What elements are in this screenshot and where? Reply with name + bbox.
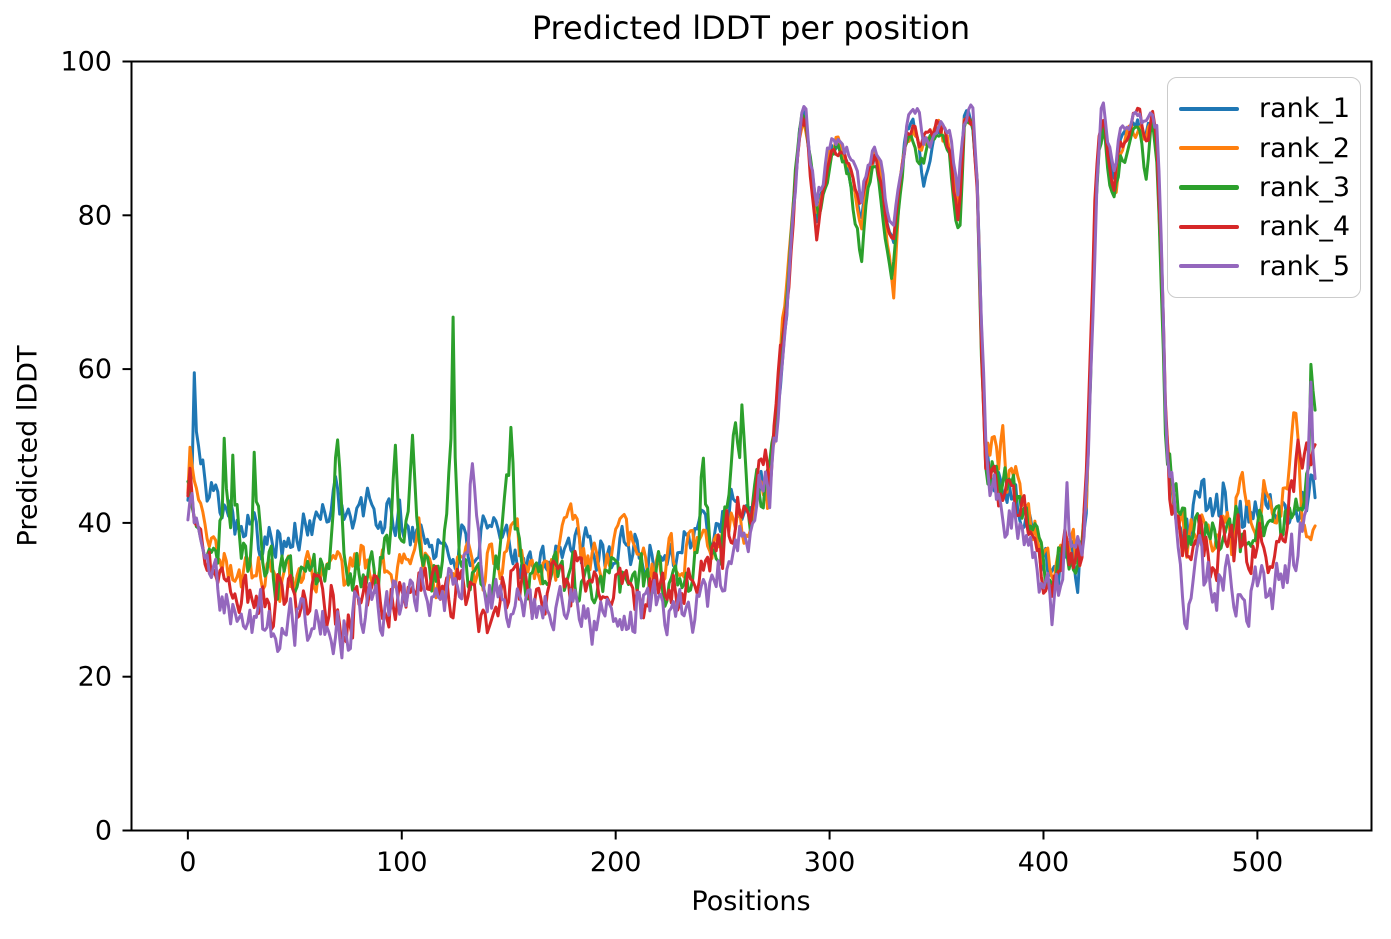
legend-item-rank_2: rank_2 (1168, 135, 1360, 162)
legend-item-rank_1: rank_1 (1168, 95, 1360, 122)
x-tick-label: 300 (804, 847, 856, 878)
y-tick-label: 100 (60, 47, 112, 78)
legend-swatch-rank_4 (1179, 224, 1239, 230)
y-tick-label: 20 (78, 662, 112, 693)
legend: rank_1 rank_2 rank_3 rank_4 rank_5 (1167, 77, 1361, 298)
legend-label: rank_4 (1259, 211, 1351, 243)
y-tick-label: 0 (95, 816, 112, 847)
legend-swatch-rank_1 (1179, 106, 1239, 112)
y-tick-label: 60 (78, 354, 112, 385)
legend-swatch-rank_5 (1179, 263, 1239, 269)
legend-item-rank_4: rank_4 (1168, 213, 1360, 240)
legend-item-rank_3: rank_3 (1168, 174, 1360, 201)
legend-label: rank_1 (1259, 93, 1351, 125)
series-line-rank_4 (186, 106, 1317, 649)
y-tick-label: 80 (78, 200, 112, 231)
chart-title: Predicted lDDT per position (531, 9, 971, 47)
legend-swatch-rank_3 (1179, 185, 1239, 190)
legend-label: rank_2 (1259, 132, 1351, 164)
x-tick-label: 100 (376, 847, 428, 878)
legend-swatch-rank_2 (1179, 145, 1239, 151)
plot-border (130, 60, 1373, 832)
x-tick-label: 500 (1232, 847, 1284, 878)
series-line-rank_5 (186, 101, 1317, 660)
x-axis-label: Positions (691, 886, 811, 917)
y-tick-label: 40 (78, 508, 112, 539)
legend-label: rank_3 (1259, 171, 1351, 203)
x-tick-label: 0 (179, 847, 196, 878)
legend-label: rank_5 (1259, 250, 1351, 282)
x-tick-label: 200 (590, 847, 642, 878)
legend-item-rank_5: rank_5 (1168, 253, 1360, 280)
x-tick-label: 400 (1018, 847, 1070, 878)
